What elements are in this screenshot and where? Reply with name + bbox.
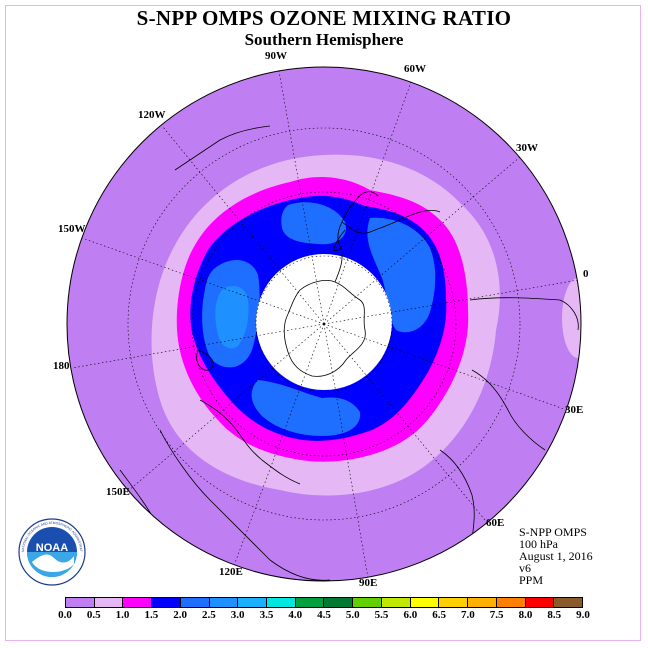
colorbar-segment: [238, 598, 268, 607]
lon-label-30w: 30W: [516, 142, 538, 154]
colorbar-segment: [353, 598, 382, 607]
polar-no-data-cap: [256, 254, 392, 390]
colorbar-segment: [439, 598, 469, 607]
colorbar-ticks: 0.0 0.5 1.0 1.5 2.0 2.5 3.0 3.5 4.0 4.5 5.0 5.5 6.0 6…: [0, 609, 648, 623]
colorbar-segment: [295, 598, 325, 607]
colorbar-segment: [381, 598, 411, 607]
product-info: S-NPP OMPS 100 hPa August 1, 2016 v6 PPM: [519, 526, 593, 586]
info-version: v6: [519, 561, 531, 575]
colorbar-segment: [525, 598, 555, 607]
colorbar-tick-label: 5.5: [374, 609, 389, 621]
map-title: S-NPP OMPS OZONE MIXING RATIO: [136, 6, 512, 30]
colorbar-tick-label: 1.5: [144, 609, 159, 621]
ozone-field: [67, 67, 581, 581]
graticule: [71, 70, 579, 579]
colorbar-tick-label: 7.5: [489, 609, 504, 621]
edge-light-patch: [562, 278, 581, 358]
info-units: PPM: [519, 573, 544, 587]
contour-2.0-2.5-south: [251, 380, 361, 436]
lon-label-120w: 120W: [138, 109, 166, 121]
lon-label-60e: 60E: [486, 517, 505, 529]
lon-label-120e: 120E: [219, 566, 243, 578]
colorbar-segment: [468, 598, 497, 607]
colorbar-tick-label: 9.0: [576, 609, 590, 621]
colorbar-tick-label: 0.5: [86, 609, 101, 621]
info-date: August 1, 2016: [519, 549, 593, 563]
lon-label-150w: 150W: [58, 223, 86, 235]
colorbar-tick-label: 8.0: [518, 609, 533, 621]
colorbar-tick-label: 6.5: [432, 609, 446, 621]
colorbar-tick-label: 4.5: [317, 609, 331, 621]
colorbar-tick-label: 2.5: [202, 609, 216, 621]
colorbar-tick-label: 1.0: [115, 609, 130, 621]
colorbar-segment: [410, 598, 440, 607]
colorbar-tick-label: 3.0: [230, 609, 245, 621]
noaa-logo-icon: NOAA NATIONAL OCEANIC AND ATMOSPHERIC AD…: [18, 518, 86, 586]
colorbar-tick-label: 3.5: [259, 609, 274, 621]
lon-label-90w: 90W: [265, 50, 287, 62]
map-subtitle: Southern Hemisphere: [244, 30, 404, 49]
colorbar-segment: [496, 598, 526, 607]
colorbar-segment: [123, 598, 153, 607]
contour-2.0-2.5-east: [367, 217, 436, 333]
lon-label-60w: 60W: [404, 63, 426, 75]
colorbar-tick-label: 4.0: [288, 609, 303, 621]
contour-2.5-3.0-west: [215, 285, 249, 349]
colorbar-segment: [180, 598, 210, 607]
colorbar-segment: [94, 598, 124, 607]
colorbar: [65, 597, 583, 608]
colorbar-segment: [209, 598, 239, 607]
colorbar-tick-label: 5.0: [345, 609, 360, 621]
colorbar-segment: [324, 598, 354, 607]
colorbar-segment: [66, 598, 95, 607]
lon-label-180: 180: [53, 360, 70, 372]
colorbar-tick-label: 2.0: [173, 609, 187, 621]
colorbar-tick-label: 0.0: [58, 609, 72, 621]
colorbar-segment: [267, 598, 296, 607]
colorbar-tick-label: 7.0: [461, 609, 475, 621]
lon-label-90e: 90E: [359, 577, 378, 589]
colorbar-segment: [554, 598, 582, 607]
contour-2.0-2.5-north: [281, 202, 346, 245]
info-instrument: S-NPP OMPS: [519, 525, 587, 539]
info-level: 100 hPa: [519, 537, 558, 551]
map-boundary: [66, 66, 582, 582]
lon-label-0: 0: [583, 268, 589, 280]
colorbar-tick-label: 6.0: [403, 609, 418, 621]
colorbar-segment: [152, 598, 181, 607]
colorbar-tick-label: 8.5: [547, 609, 562, 621]
lon-label-150e: 150E: [106, 486, 130, 498]
lon-label-30e: 30E: [565, 404, 584, 416]
noaa-logo-text: NOAA: [36, 542, 68, 554]
figure-frame: [5, 5, 641, 641]
